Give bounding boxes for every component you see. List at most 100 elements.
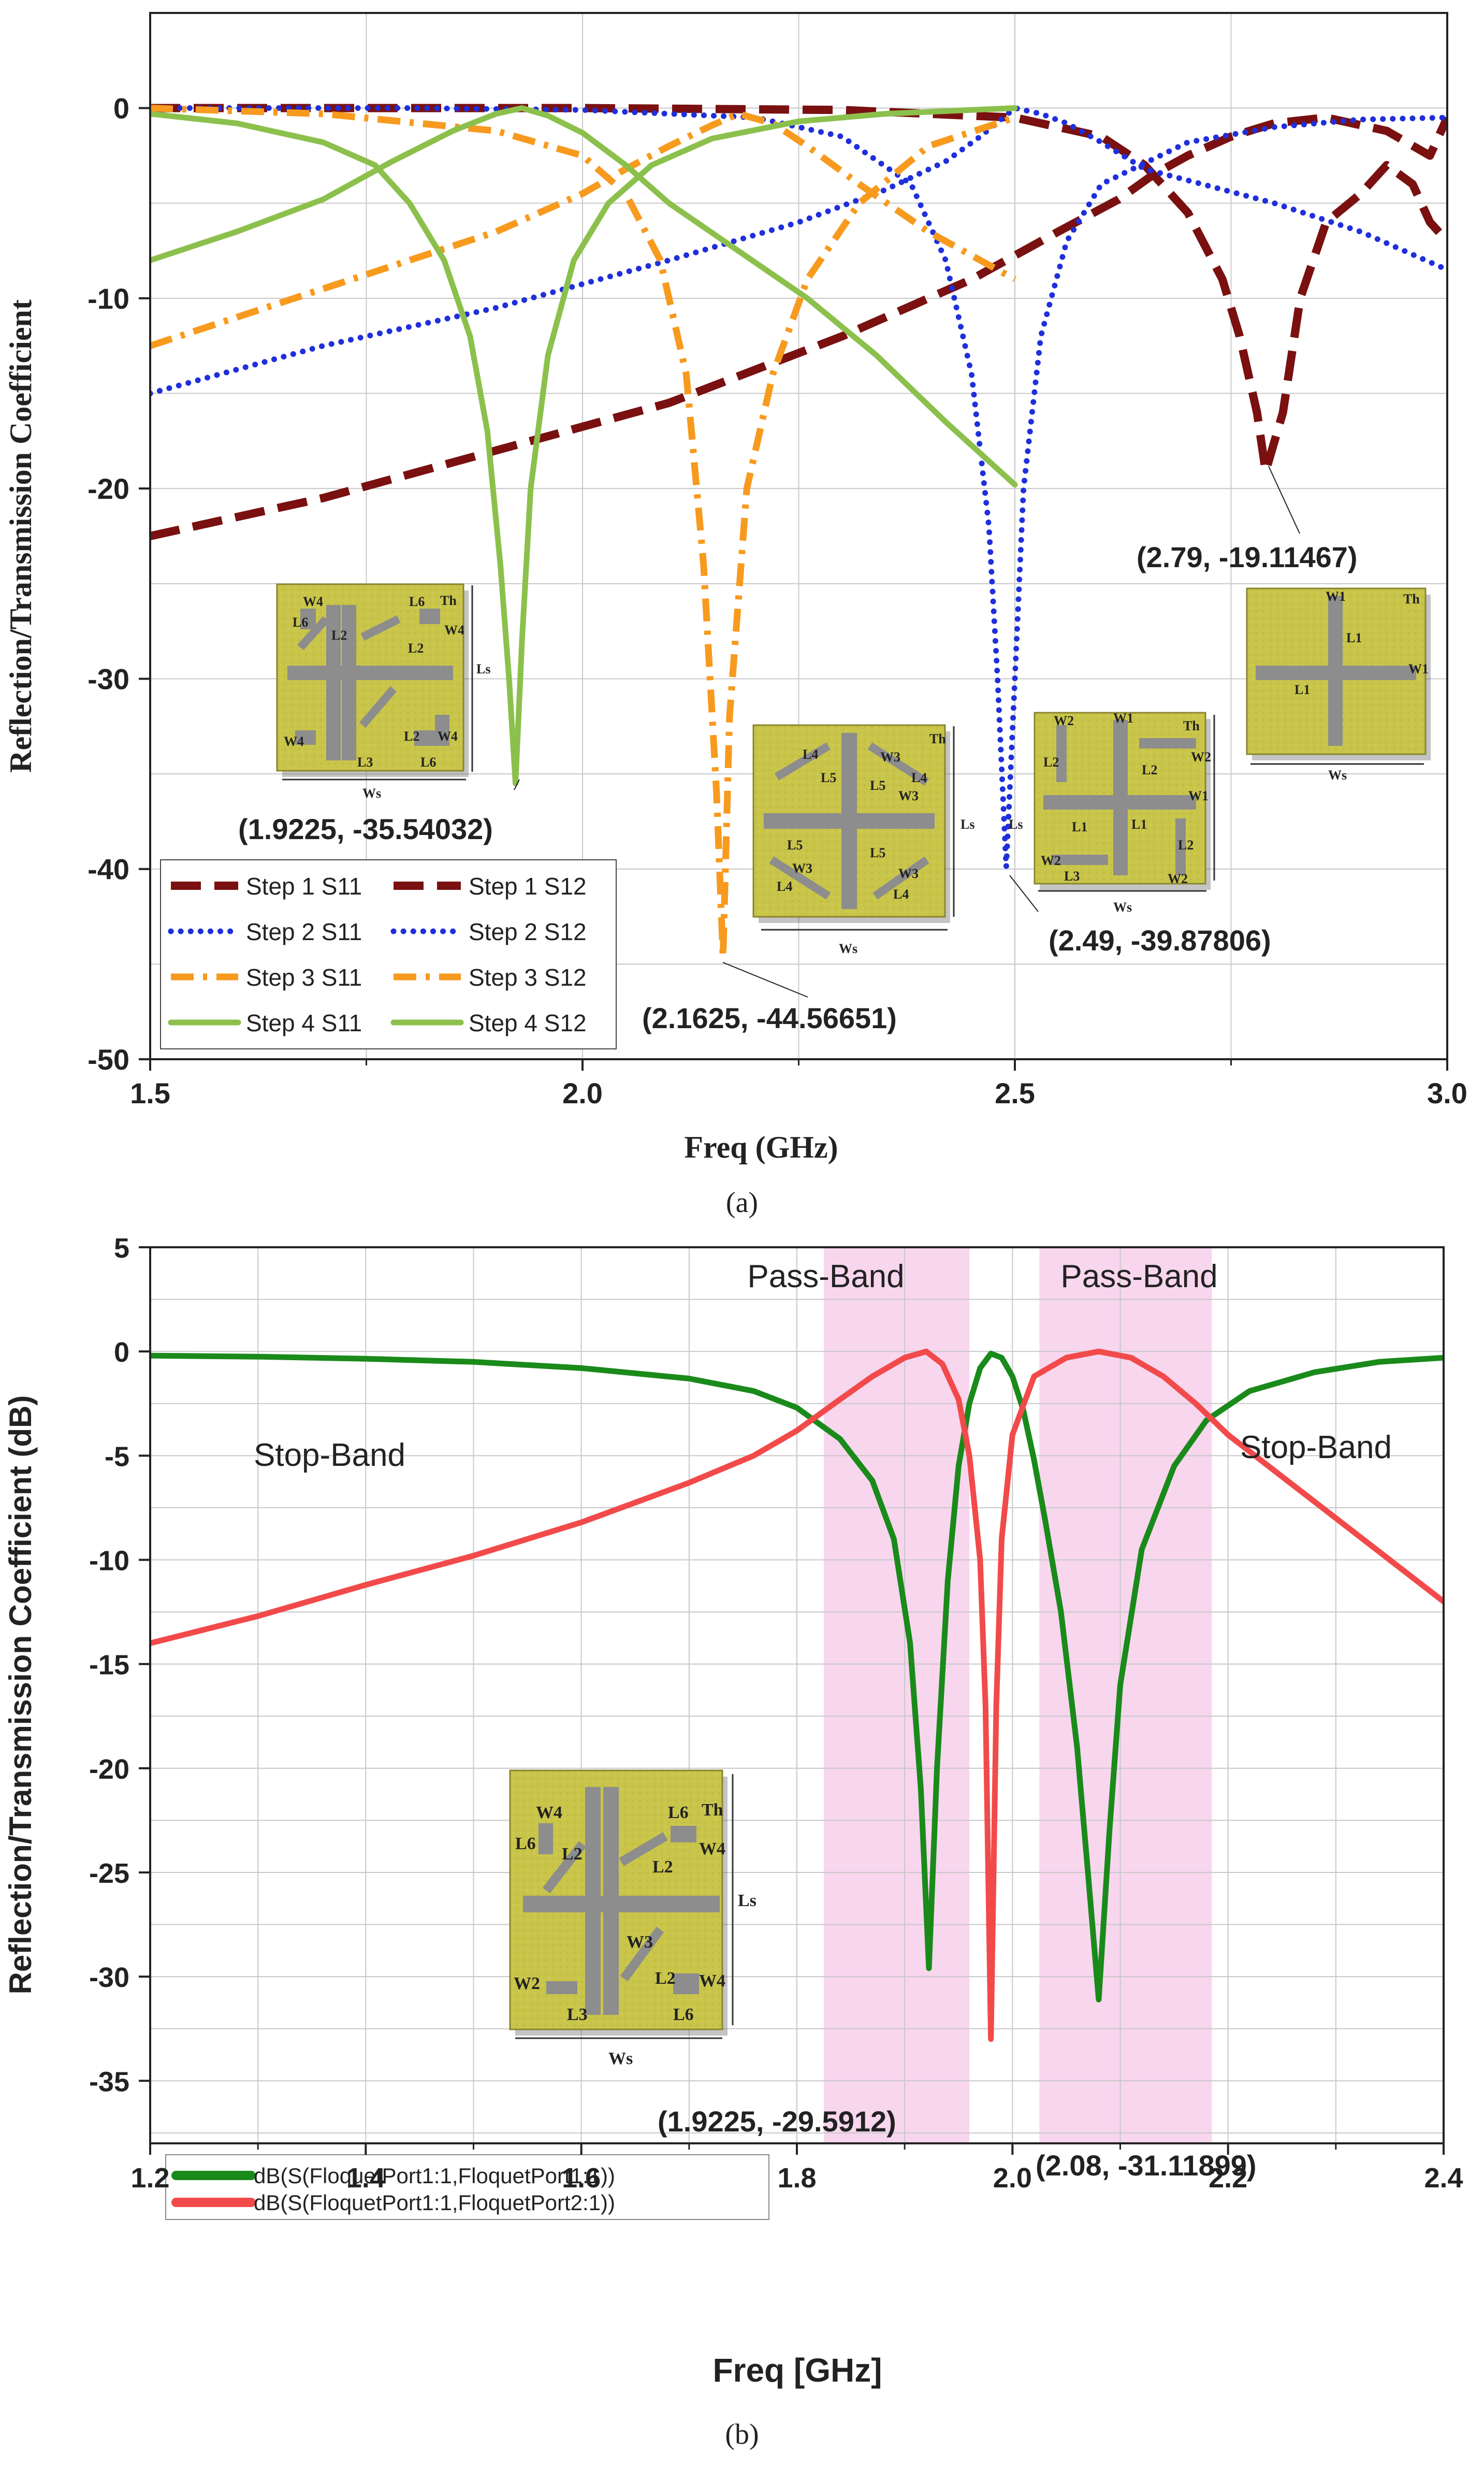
inset-step2-label: W2	[1041, 853, 1061, 868]
inset-b-label: L6	[673, 2005, 694, 2024]
x-tick-label: 3.0	[1427, 1077, 1467, 1109]
inset-step2-label: L1	[1131, 817, 1147, 832]
annotation-a-3: (2.79, -19.11467)	[1137, 541, 1358, 573]
legend-a-box	[160, 859, 617, 1049]
inset-b-label: L2	[562, 1844, 583, 1864]
pass-bands	[824, 1247, 1212, 2143]
series-group-a	[150, 104, 1447, 960]
annotations-a: (1.9225, -35.54032) (2.1625, -44.56651) …	[238, 466, 1358, 1034]
inset-step3-label: L4	[803, 747, 818, 762]
inset-b-label: Ws	[608, 2049, 633, 2068]
series-line-step-3-s11	[150, 105, 1016, 960]
series-line-step-2-s11	[150, 105, 1447, 870]
y-tick-label: 0	[114, 1337, 129, 1368]
inset-b-label: L3	[567, 2005, 588, 2024]
panel-a: W4 L6 Th L6 L2 W4 L2 Ls W4 L2 W4 L3 L6 W…	[4, 12, 1467, 1219]
inset-step3-label: L5	[787, 838, 803, 853]
series-line-step-4-s12	[150, 105, 1018, 488]
inset-step1-label: L1	[1346, 630, 1362, 645]
inset-b-label: W3	[627, 1933, 653, 1952]
inset-step2-label: L2	[1142, 762, 1157, 777]
inset-step2-label: L3	[1064, 869, 1080, 884]
x-axis-label-b: Freq [GHz]	[712, 2352, 882, 2389]
inset-step4-label: L2	[408, 641, 424, 656]
inset-b-label: L2	[652, 1857, 673, 1877]
inset-step4-label: Th	[440, 593, 457, 608]
annotation-b-1: (2.08, -31.11899)	[1036, 2149, 1257, 2182]
inset-step1-label: Ws	[1328, 768, 1347, 783]
inset-step2-label: L1	[1072, 819, 1087, 834]
annotation-a-0: (1.9225, -35.54032)	[238, 813, 493, 845]
y-tick-label: -30	[88, 662, 129, 695]
inset-step1-label: L1	[1294, 682, 1310, 697]
inset-step2-label: W2	[1054, 713, 1074, 728]
legend-b-box	[165, 2154, 769, 2220]
inset-step2-label: L2	[1043, 755, 1059, 770]
legend-a-entry: Step 2 S11	[246, 918, 362, 945]
stop-band-label-right: Stop-Band	[1240, 1430, 1392, 1465]
legend-a-entry: Step 3 S12	[469, 964, 587, 991]
inset-step3-label: W3	[898, 866, 919, 881]
inset-step3-label: L5	[870, 845, 885, 860]
legend-a-entry: Step 4 S12	[469, 1010, 587, 1036]
y-tick-label: -35	[89, 2066, 129, 2097]
inset-step4-label: L6	[409, 594, 425, 609]
panel-label-a: (a)	[726, 1187, 758, 1219]
legend-a: Step 1 S11 Step 1 S12 Step 2 S11 Step 2 S12…	[160, 859, 617, 1049]
axes-b: 1.2 1.4 1.6 1.8 2.0 2.2 2.4 5 0 -5 -10 -15 -20 -25 -30…	[89, 1233, 1463, 2194]
x-tick-label: 1.5	[130, 1077, 170, 1109]
inset-step3-label: Ls	[961, 817, 974, 832]
inset-step4-label: Ws	[362, 786, 381, 801]
x-tick-label: 1.6	[562, 2163, 601, 2194]
series-group-b	[150, 1348, 1444, 2042]
annotation-b-0: (1.9225, -29.5912)	[658, 2105, 896, 2138]
y-tick-label: -10	[88, 282, 129, 315]
inset-step2-label: L2	[1178, 838, 1194, 853]
legend-a-entry: Step 4 S11	[246, 1010, 362, 1036]
inset-step2-label: W1	[1113, 711, 1133, 726]
inset-step3-label: L5	[870, 778, 885, 793]
panel-label-b: (b)	[725, 2418, 759, 2450]
inset-step3: Th L4 W3 L5 L4 W3 L5 L5 W3 L4 L5 W3 L4 W…	[752, 724, 974, 956]
inset-step3-label: W3	[898, 788, 919, 803]
inset-step4-label: Ls	[476, 661, 490, 676]
inset-step1-label: Th	[1403, 592, 1420, 607]
inset-step1: W1 Th L1 W1 L1 Ws	[1246, 587, 1431, 783]
inset-b-label: L6	[668, 1803, 689, 1822]
inset-step1-label: W1	[1326, 589, 1346, 604]
inset-b-label: W4	[536, 1803, 562, 1822]
inset-step3-label: L4	[911, 770, 927, 785]
inset-step4-label: W4	[284, 734, 304, 749]
x-tick-label: 2.4	[1424, 2163, 1463, 2194]
inset-step4-label: L6	[420, 755, 436, 770]
inset-step2-label: Ls	[1009, 817, 1023, 832]
legend-b-entry: dB(S(FloquetPort1:1,FloquetPort1:1))	[254, 2164, 615, 2188]
legend-a-entry: Step 3 S11	[246, 964, 362, 991]
inset-step2-label: Th	[1183, 718, 1200, 733]
inset-b-label: L6	[515, 1834, 536, 1853]
y-tick-label: -5	[105, 1441, 129, 1472]
stop-band-label-left: Stop-Band	[254, 1437, 405, 1473]
legend-b: dB(S(FloquetPort1:1,FloquetPort1:1))dB(S…	[165, 2154, 769, 2220]
y-axis-label-a: Reflection/Transmission Coefficient	[4, 299, 38, 773]
inset-step2-label: Ws	[1113, 900, 1132, 915]
x-tick-label: 2.5	[995, 1077, 1035, 1109]
x-tick-label: 2.2	[1209, 2163, 1247, 2194]
inset-step1-label: W1	[1408, 661, 1429, 676]
y-tick-label: -20	[89, 1754, 129, 1785]
inset-step4-label: L3	[357, 755, 373, 770]
x-tick-label: 2.0	[562, 1077, 603, 1109]
inset-step2: W2 W1 Th L2 L2 W2 L1 L1 W1 L2 W2 L3 W2 W…	[1009, 711, 1215, 915]
series-line-step-1-s12	[150, 113, 1447, 540]
grid-b	[150, 1247, 1444, 2143]
x-axis-label-a: Freq (GHz)	[684, 1130, 838, 1164]
legend-a-entry: Step 2 S12	[469, 918, 587, 945]
series-line-step-4-s11	[150, 105, 1018, 786]
inset-b-label: L2	[655, 1969, 676, 1988]
inset-step3-label: Th	[929, 731, 946, 746]
inset-step2-label: W1	[1188, 788, 1209, 803]
series-line-step-3-s12	[150, 110, 1017, 349]
annotation-a-2: (2.49, -39.87806)	[1049, 924, 1271, 957]
inset-step3-label: Ws	[839, 941, 857, 956]
